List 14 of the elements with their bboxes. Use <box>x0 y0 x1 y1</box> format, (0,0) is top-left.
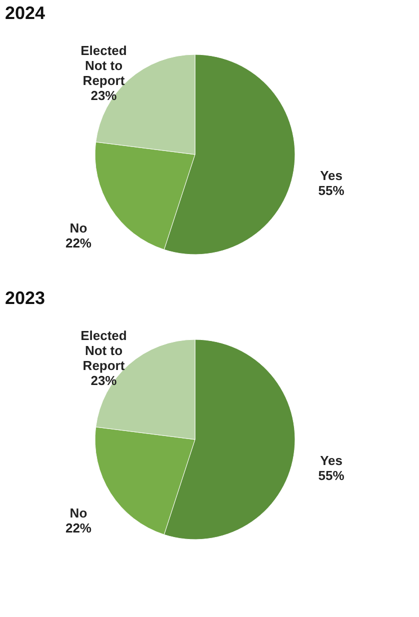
data-label: 22% <box>65 235 92 250</box>
slice-label: Elected Not to Report <box>80 328 127 373</box>
slice-label: No <box>70 505 88 520</box>
data-label: 55% <box>318 468 345 484</box>
slice-label: Yes <box>320 453 343 468</box>
slice-label: No <box>70 220 88 236</box>
slice-label: Elected Not to Report <box>80 42 127 88</box>
data-label: 23% <box>90 372 118 388</box>
chart-title: 2024 <box>5 3 46 23</box>
slice-label: Yes <box>320 168 343 184</box>
chart-title: 2023 <box>5 288 46 308</box>
data-label: 22% <box>65 520 92 536</box>
data-label: 55% <box>318 183 345 198</box>
data-label: 23% <box>90 88 118 103</box>
